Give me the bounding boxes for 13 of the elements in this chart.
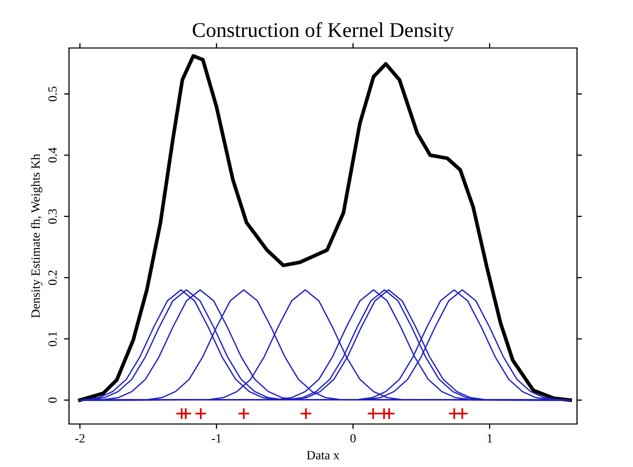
y-tick-label: 0.5 (48, 86, 57, 102)
y-tick-label: 0 (48, 397, 57, 403)
x-tick-label: -1 (212, 434, 221, 442)
y-axis-title: Density Estimate fh, Weights Kh (30, 154, 42, 318)
y-tick-label: 0.1 (48, 332, 57, 346)
chart-title: Construction of Kernel Density (192, 22, 454, 42)
y-tick-label: 0.4 (48, 148, 57, 162)
y-tick-label: 0.3 (48, 209, 57, 224)
x-tick-label: 1 (488, 434, 492, 442)
x-tick-label: 0 (350, 434, 356, 443)
y-tick-label: 0.2 (48, 270, 57, 285)
x-tick-label: -2 (75, 434, 84, 442)
x-axis-title: Data x (306, 451, 340, 460)
